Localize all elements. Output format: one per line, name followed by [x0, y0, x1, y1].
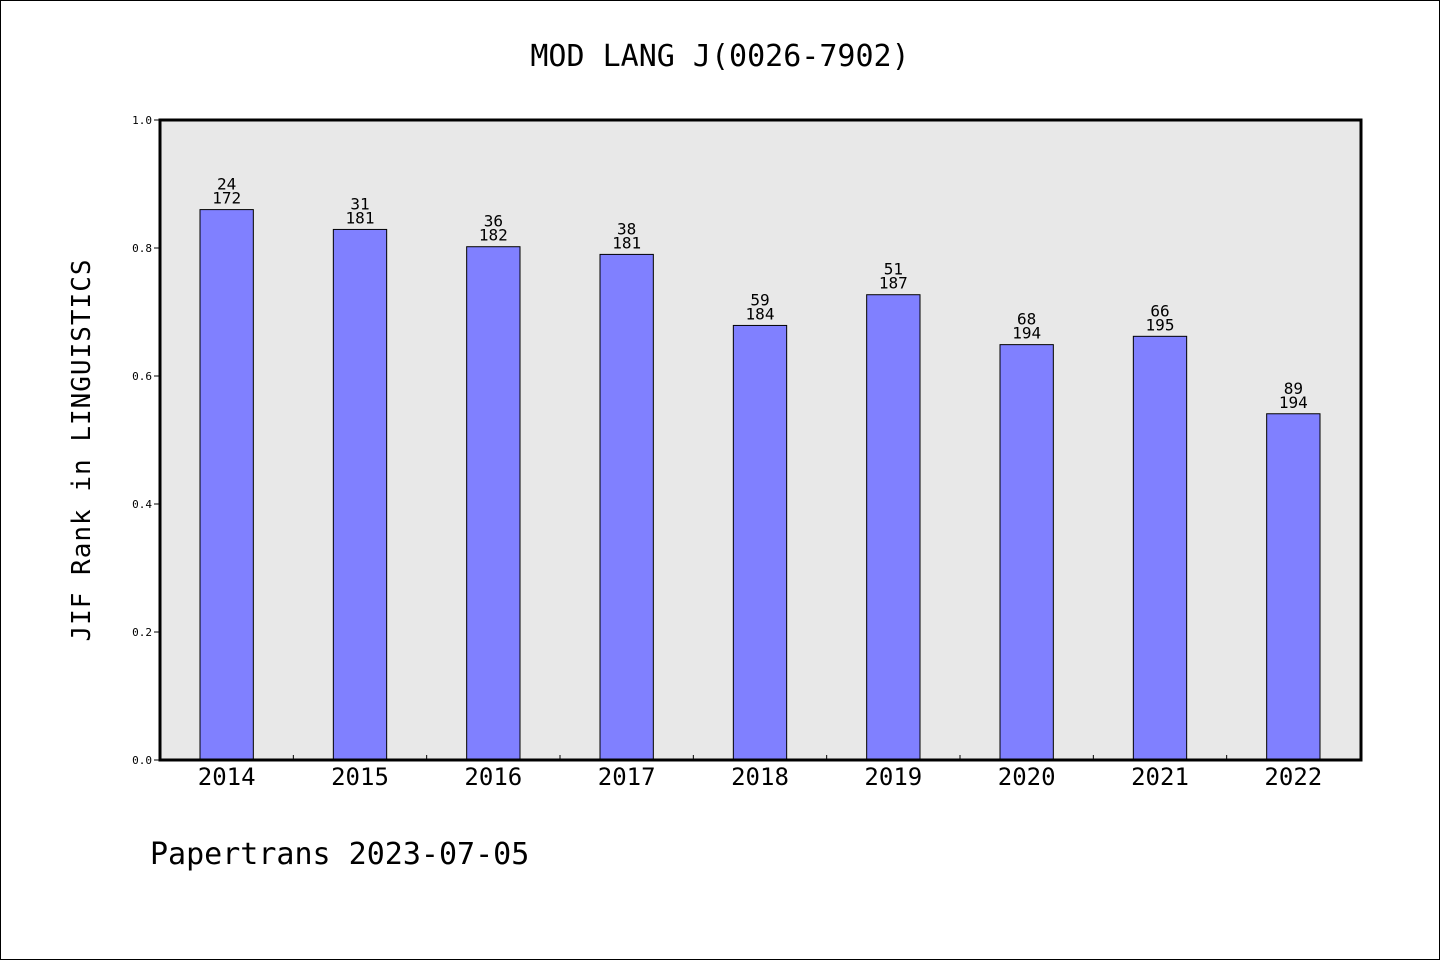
- bar-2022: [1266, 413, 1321, 761]
- bar-rank-label: 59: [750, 290, 769, 309]
- bar-total-label: 194: [1279, 393, 1308, 412]
- x-tick-label: 2021: [1131, 763, 1189, 791]
- x-tick-label: 2020: [998, 763, 1056, 791]
- y-axis-label: JIF Rank in LINGUISTICS: [67, 258, 97, 641]
- bar-total-label: 181: [346, 208, 375, 227]
- bar-total-label: 182: [479, 226, 508, 245]
- bar-2016: [466, 246, 521, 761]
- bar-rank-label: 38: [617, 219, 636, 238]
- x-tick-label: 2014: [198, 763, 256, 791]
- y-tick-label: 0.4: [132, 498, 152, 511]
- bar-total-label: 172: [212, 189, 241, 208]
- bar-rank-label: 89: [1284, 379, 1303, 398]
- x-tick-label: 2022: [1264, 763, 1322, 791]
- bar-rank-label: 36: [484, 212, 503, 231]
- x-tick-label: 2019: [864, 763, 922, 791]
- bar-rank-label: 51: [884, 260, 903, 279]
- bar-2021: [1132, 335, 1188, 761]
- bar-total-label: 184: [746, 304, 775, 323]
- bar-rank-label: 68: [1017, 310, 1036, 329]
- bar-2015: [332, 228, 388, 761]
- y-tick-label: 0.2: [132, 626, 152, 639]
- bar-total-label: 194: [1012, 324, 1041, 343]
- bar-total-label: 187: [879, 274, 908, 293]
- x-tick-label: 2017: [598, 763, 656, 791]
- bar-rank-label: 66: [1150, 301, 1169, 320]
- bar-2014: [199, 209, 254, 761]
- bar-2020: [999, 344, 1054, 761]
- bar-2017: [599, 253, 654, 761]
- y-tick-label: 1.0: [132, 114, 152, 127]
- chart-title: MOD LANG J(0026-7902): [530, 39, 909, 74]
- y-tick-label: 0.0: [132, 754, 152, 767]
- plot-frame: [158, 118, 1363, 762]
- bar-2018: [732, 324, 788, 761]
- bar-total-label: 195: [1146, 315, 1175, 334]
- y-tick-label: 0.8: [132, 242, 152, 255]
- x-tick-label: 2016: [464, 763, 522, 791]
- bar-rank-label: 31: [350, 194, 369, 213]
- y-tick-label: 0.6: [132, 370, 152, 383]
- x-tick-label: 2018: [731, 763, 789, 791]
- bar-total-label: 181: [612, 233, 641, 252]
- x-tick-label: 2015: [331, 763, 389, 791]
- footer-text: Papertrans 2023-07-05: [150, 837, 529, 872]
- bar-rank-label: 24: [217, 175, 236, 194]
- bar-2019: [866, 294, 921, 761]
